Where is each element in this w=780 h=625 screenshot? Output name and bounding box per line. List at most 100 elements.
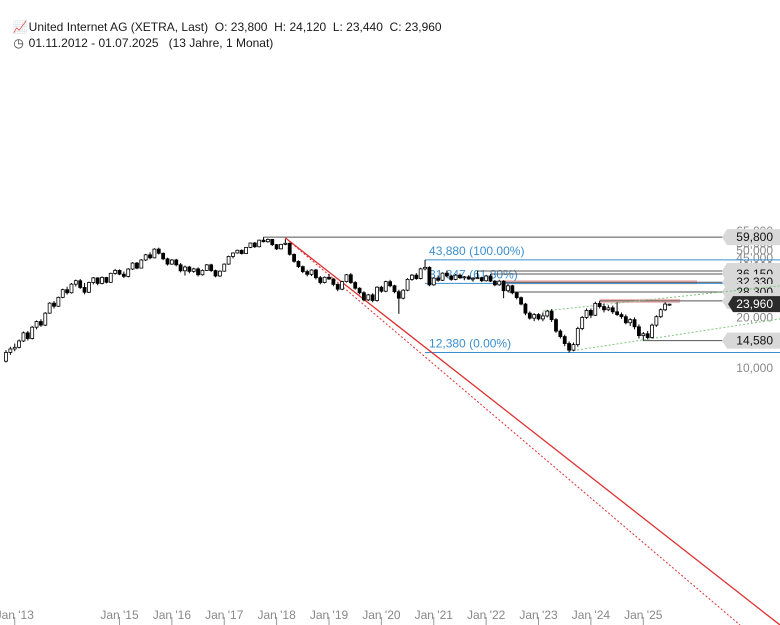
candle [87,282,91,293]
candle [52,302,56,307]
candle [597,303,602,307]
candle [60,289,65,298]
x-tick-label: Jan '20 [362,608,401,622]
candle [231,252,235,257]
fib-label: 12,380 (0.00%) [429,337,511,351]
candle [475,277,480,280]
candle [248,242,253,248]
candle [200,269,205,276]
candle [650,324,654,338]
x-tick-label: Jan '22 [467,608,506,622]
date-range: 01.11.2012 - 01.07.2025 [28,36,159,50]
candle [396,291,401,299]
candle [488,275,493,282]
candle [130,262,135,270]
candle [257,239,262,248]
candle [571,344,576,351]
candle [143,254,148,261]
candle [82,287,87,293]
x-tick-label: Jan '13 [0,608,34,622]
candle [25,332,30,339]
candle [113,269,118,274]
candle [484,275,489,282]
candle [514,292,519,299]
candle [169,259,174,265]
candle [287,242,292,255]
candle [562,336,567,344]
candle [47,302,52,314]
candle [322,276,327,283]
downtrend-line-dotted [285,237,741,625]
candle [209,264,214,271]
candle [91,277,96,283]
candle [510,285,515,294]
candle [213,270,218,277]
candle [340,281,345,290]
x-tick-label: Jan '21 [415,608,454,622]
candle [492,280,497,286]
candle [8,348,13,353]
candle [383,281,388,292]
last-price-box [728,296,780,313]
candle [152,248,157,259]
y-tick-label: 45,000 [736,251,773,265]
candle [375,286,379,301]
candle [536,314,541,320]
candle [43,312,48,326]
candle [436,277,441,281]
candle [593,303,598,316]
candlestick-icon[interactable]: 📈 [12,20,28,34]
candle [532,314,537,319]
x-tick-label: Jan '19 [310,608,349,622]
chart-header-range: ◷ 01.11.2012 - 01.07.2025 (13 Jahre, 1 Mo… [6,22,273,50]
candle [165,258,170,265]
candle [187,266,192,272]
candle [314,269,318,279]
instrument-title: United Internet AG (XETRA, Last) [28,20,209,34]
candle [279,243,283,250]
clock-icon[interactable]: ◷ [13,36,24,50]
candle [519,297,523,305]
candle [589,310,593,316]
candle [95,277,100,284]
candle [623,316,628,324]
candle [527,312,532,319]
candle [78,280,83,288]
candle [449,275,454,280]
candle [466,276,471,280]
candle [453,274,458,280]
candle [283,242,288,245]
candle [641,333,646,337]
candle [440,272,445,281]
x-tick-label: Jan '16 [153,608,192,622]
x-tick-label: Jan '25 [624,608,663,622]
candle [69,283,74,294]
candle [161,252,166,260]
candle [204,264,209,271]
candle [104,277,109,283]
ohlc-readout: O: 23,800 H: 24,120 L: 23,440 C: 23,960 [214,20,442,34]
candle [335,283,340,290]
candle [117,269,122,275]
candle [606,307,611,311]
candle [414,274,419,279]
candle [309,269,314,275]
candle [370,294,375,301]
candle [348,274,353,283]
candle [423,266,427,270]
level-label: 14,580 [736,334,773,348]
candle [401,289,406,299]
x-tick-label: Jan '15 [100,608,139,622]
y-tick-label: 50,000 [736,243,773,257]
candle [462,276,467,279]
candle [148,254,152,259]
x-tick-label: Jan '17 [205,608,244,622]
candle [567,343,571,351]
candle [645,333,650,338]
candle [379,286,384,292]
candle [584,310,589,318]
candle [637,326,641,337]
candle [17,340,21,348]
candle [196,268,200,276]
